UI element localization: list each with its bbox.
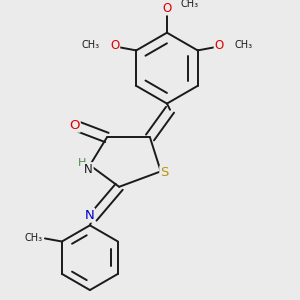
Text: N: N [84, 209, 94, 222]
Text: O: O [110, 39, 119, 52]
Text: O: O [69, 119, 80, 132]
Text: O: O [214, 39, 224, 52]
Text: N: N [84, 163, 93, 176]
Text: CH₃: CH₃ [24, 233, 42, 243]
Text: O: O [162, 2, 172, 14]
Text: CH₃: CH₃ [81, 40, 99, 50]
Text: CH₃: CH₃ [181, 0, 199, 9]
Text: S: S [160, 167, 169, 179]
Text: CH₃: CH₃ [235, 40, 253, 50]
Text: H: H [78, 158, 86, 168]
